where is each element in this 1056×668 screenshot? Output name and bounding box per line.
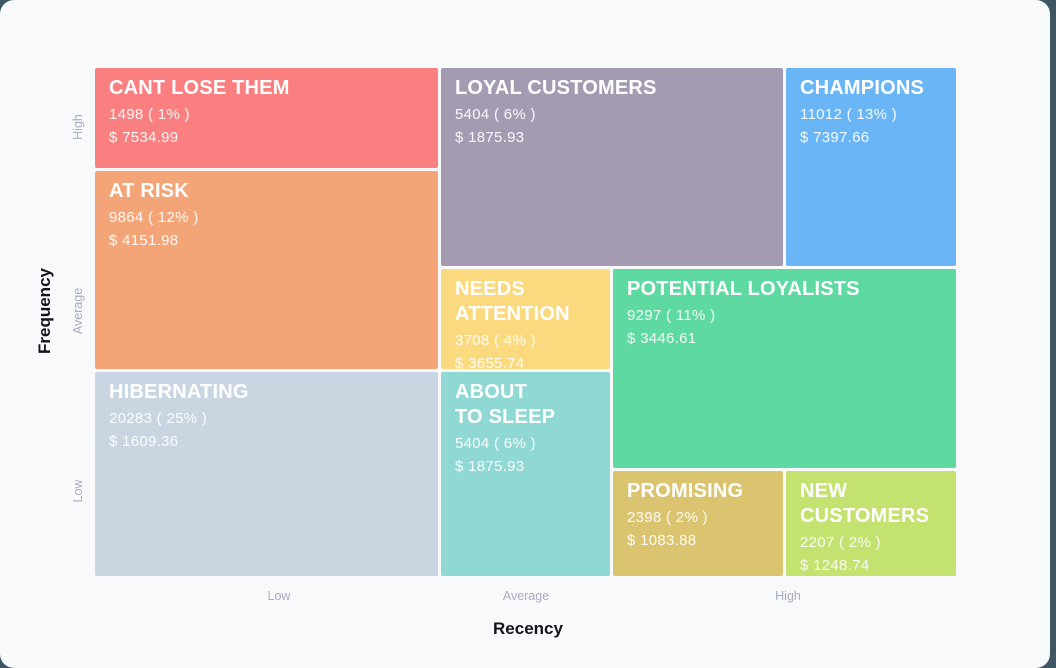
segment-count: 1498 ( 1% )	[109, 106, 190, 123]
segment-count: 3708 ( 4% )	[455, 332, 536, 349]
segment-monetary: $ 1875.93	[455, 129, 525, 146]
rfm-segment-grid: CANT LOSE THEM 1498 ( 1% ) $ 7534.99 LOYAL …	[95, 68, 956, 576]
segment-tile-cant-lose-them[interactable]: CANT LOSE THEM 1498 ( 1% ) $ 7534.99	[95, 68, 438, 168]
segment-monetary: $ 1248.74	[800, 557, 870, 574]
segment-tile-potential-loyalists[interactable]: POTENTIAL LOYALISTS 9297 ( 11% ) $ 3446.61	[613, 269, 956, 468]
segment-title: ABOUT TO SLEEP	[455, 381, 556, 428]
segment-count: 20283 ( 25% )	[109, 410, 208, 427]
segment-tile-about-to-sleep[interactable]: ABOUT TO SLEEP 5404 ( 6% ) $ 1875.93	[441, 372, 610, 576]
segment-title: CHAMPIONS	[800, 77, 925, 99]
segment-monetary: $ 1083.88	[627, 532, 697, 549]
segment-monetary: $ 1609.36	[109, 433, 179, 450]
x-axis-title: Recency	[493, 619, 563, 638]
segment-count: 11012 ( 13% )	[800, 106, 898, 123]
segment-count: 2398 ( 2% )	[627, 509, 708, 526]
segment-tile-champions[interactable]: CHAMPIONS 11012 ( 13% ) $ 7397.66	[786, 68, 956, 266]
x-tick-average: Average	[502, 589, 550, 603]
segment-tile-new-customers[interactable]: NEW CUSTOMERS 2207 ( 2% ) $ 1248.74	[786, 471, 956, 576]
segment-tile-loyal-customers[interactable]: LOYAL CUSTOMERS 5404 ( 6% ) $ 1875.93	[441, 68, 783, 266]
segment-monetary: $ 1875.93	[455, 458, 525, 475]
segment-monetary: $ 7534.99	[109, 129, 179, 146]
segment-monetary: $ 3446.61	[627, 330, 697, 347]
segment-count: 9297 ( 11% )	[627, 307, 716, 324]
segment-tile-at-risk[interactable]: AT RISK 9864 ( 12% ) $ 4151.98	[95, 171, 438, 369]
segment-monetary: $ 7397.66	[800, 129, 870, 146]
segment-count: 9864 ( 12% )	[109, 209, 199, 226]
segment-tile-hibernating[interactable]: HIBERNATING 20283 ( 25% ) $ 1609.36	[95, 372, 438, 576]
segment-title: LOYAL CUSTOMERS	[455, 77, 657, 99]
segment-title: PROMISING	[627, 480, 744, 502]
segment-title: HIBERNATING	[109, 381, 249, 403]
y-tick-average: Average	[71, 287, 85, 335]
segment-title: NEEDS ATTENTION	[455, 278, 570, 325]
segment-count: 5404 ( 6% )	[455, 106, 536, 123]
segment-count: 2207 ( 2% )	[800, 534, 881, 551]
segment-monetary: $ 4151.98	[109, 232, 179, 249]
segment-count: 5404 ( 6% )	[455, 435, 536, 452]
segment-tile-needs-attention[interactable]: NEEDS ATTENTION 3708 ( 4% ) $ 3655.74	[441, 269, 610, 369]
y-tick-high: High	[71, 114, 85, 140]
x-tick-low: Low	[267, 589, 291, 603]
segment-tile-promising[interactable]: PROMISING 2398 ( 2% ) $ 1083.88	[613, 471, 783, 576]
segment-title: AT RISK	[109, 180, 189, 202]
segment-title: POTENTIAL LOYALISTS	[627, 278, 860, 300]
segment-monetary: $ 3655.74	[455, 355, 525, 369]
y-axis-title: Frequency	[35, 268, 54, 354]
x-tick-high: High	[775, 589, 801, 603]
y-tick-low: Low	[71, 479, 85, 503]
segment-title: CANT LOSE THEM	[109, 77, 290, 99]
segment-title: NEW CUSTOMERS	[800, 480, 930, 527]
